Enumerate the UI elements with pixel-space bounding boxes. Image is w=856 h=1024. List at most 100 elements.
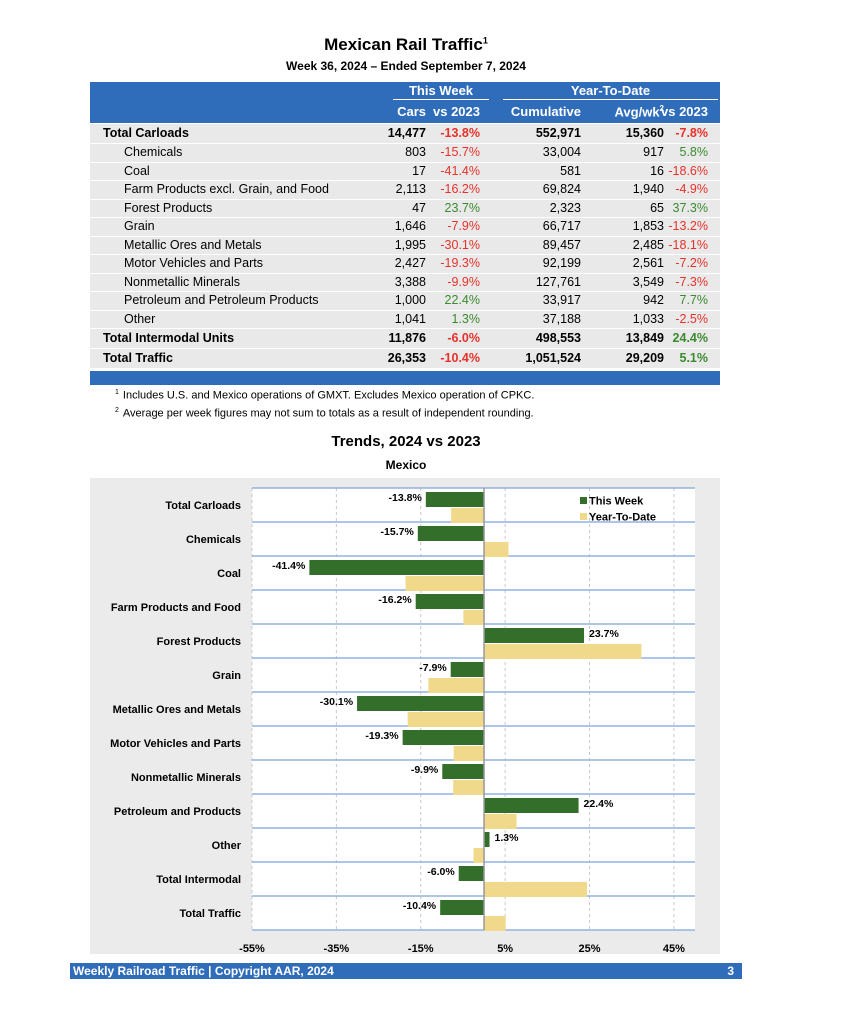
cell-ytd-vs2023: -7.8% (675, 126, 708, 140)
cell-cars: 1,000 (394, 293, 426, 307)
col-ytd-vs2023: vs 2023 (661, 104, 708, 119)
bar-this-week (440, 900, 485, 915)
category-label: Total Intermodal (156, 874, 241, 886)
table-row: Total Intermodal Units 11,876 -6.0% 498,553… (90, 328, 720, 348)
cell-avg-wk: 15,360 (625, 126, 664, 140)
table-body: Total Carloads 14,477 -13.8% 552,971 15,360-… (90, 123, 720, 368)
bar-this-week (450, 662, 485, 677)
cell-vs2023: -19.3% (440, 256, 480, 270)
cell-cars: 14,477 (387, 126, 426, 140)
cell-ytd-vs2023: -4.9% (675, 182, 708, 196)
cell-vs2023: -16.2% (440, 182, 480, 196)
category-label: Forest Products (157, 636, 241, 648)
row-label: Nonmetallic Minerals (124, 274, 241, 289)
x-tick-label: 25% (579, 943, 601, 954)
page-title: Mexican Rail Traffic1 (324, 35, 488, 54)
cell-cumulative: 92,199 (542, 256, 581, 270)
table-footer-bar (90, 371, 720, 385)
category-label: Grain (212, 670, 241, 682)
table-row: Other 1,041 1.3% 37,188 1,033 -2.5% (90, 309, 720, 328)
row-label: Metallic Ores and Metals (124, 237, 262, 252)
footnote-ref: 1 (482, 35, 488, 46)
bar-this-week (357, 696, 485, 711)
cell-cumulative: 127,761 (535, 274, 581, 289)
legend-label: This Week (589, 496, 644, 508)
x-tick-label: -35% (324, 943, 350, 954)
cell-vs2023: -9.9% (447, 274, 480, 289)
cell-cars: 3,388 (394, 274, 426, 289)
data-label: -6.0% (427, 866, 455, 878)
data-label: -41.4% (272, 560, 306, 572)
cell-avg-wk: 13,849 (625, 331, 664, 345)
cell-cumulative: 552,971 (535, 126, 581, 140)
table-header: This Week Year-To-Date Cars vs 2023 Cumu… (90, 82, 720, 123)
cell-cars: 17 (412, 163, 426, 178)
cell-ytd-vs2023: 37.3% (672, 200, 708, 215)
row-label: Other (124, 311, 156, 326)
cell-avg-wk: 1,940 (632, 182, 664, 196)
cell-vs2023: -7.9% (447, 219, 480, 233)
data-label: -16.2% (378, 594, 412, 606)
bar-this-week (402, 730, 485, 745)
bar-year-to-date (484, 916, 506, 931)
cell-cumulative: 2,323 (549, 200, 581, 215)
bar-year-to-date (405, 576, 485, 591)
group-ytd: Year-To-Date (503, 83, 718, 100)
data-label: -30.1% (320, 696, 354, 708)
bar-this-week (484, 798, 579, 813)
cell-ytd-vs2023: 5.1% (679, 351, 709, 365)
row-label: Total Intermodal Units (103, 331, 235, 345)
cell-cumulative: 66,717 (542, 219, 581, 233)
cell-ytd-vs2023: 24.4% (672, 331, 708, 345)
bar-this-week (458, 866, 485, 881)
cell-avg-wk: 3,549 (632, 274, 664, 289)
row-label: Forest Products (124, 200, 213, 215)
category-label: Motor Vehicles and Parts (110, 738, 241, 750)
data-label: -9.9% (411, 764, 439, 776)
row-label: Motor Vehicles and Parts (124, 256, 263, 270)
cell-ytd-vs2023: -2.5% (675, 311, 708, 326)
cell-ytd-vs2023: -18.1% (668, 237, 708, 252)
category-label: Coal (217, 568, 241, 580)
cell-ytd-vs2023: -18.6% (668, 163, 708, 178)
table-row: Grain 1,646 -7.9% 66,717 1,853 -13.2% (90, 217, 720, 236)
col-cars: Cars (397, 104, 426, 119)
bar-this-week (484, 628, 585, 643)
cell-cars: 1,995 (394, 237, 426, 252)
cell-cars: 1,041 (394, 311, 426, 326)
bar-this-week (417, 526, 485, 541)
legend-swatch-this-week (580, 497, 587, 504)
table-row: Total Carloads 14,477 -13.8% 552,971 15,360-… (90, 123, 720, 143)
page-footer: Weekly Railroad Traffic | Copyright AAR,… (70, 963, 742, 979)
col-vs2023: vs 2023 (433, 104, 480, 119)
category-label: Petroleum and Products (114, 806, 241, 818)
category-label: Metallic Ores and Metals (113, 704, 241, 716)
cell-cars: 1,646 (394, 219, 426, 233)
cell-ytd-vs2023: -13.2% (668, 219, 708, 233)
data-label: 23.7% (589, 628, 619, 640)
cell-cars: 11,876 (388, 331, 426, 345)
cell-avg-wk: 917 (643, 145, 664, 159)
bar-year-to-date (484, 814, 517, 829)
table-row: Chemicals 803 -15.7% 33,004 917 5.8% (90, 143, 720, 162)
data-label: -13.8% (389, 492, 423, 504)
footer-copyright: Weekly Railroad Traffic | Copyright AAR,… (73, 964, 334, 978)
x-tick-label: -55% (239, 943, 265, 954)
trends-chart: -55% -35% -15% 5% 25% 45% Total Carloads -13.8%… (90, 478, 720, 955)
cell-vs2023: -41.4% (440, 163, 480, 178)
col-avg-wk: Avg/wk2 (614, 104, 664, 120)
bar-year-to-date (451, 508, 485, 523)
cell-ytd-vs2023: -7.2% (675, 256, 708, 270)
col-cumulative: Cumulative (510, 104, 581, 119)
bar-year-to-date (473, 848, 485, 863)
chart-title: Trends, 2024 vs 2023 (331, 433, 481, 450)
cell-cars: 803 (405, 145, 426, 159)
cell-avg-wk: 29,209 (625, 351, 664, 365)
data-label: 1.3% (495, 832, 520, 844)
table-row: Farm Products excl. Grain, and Food 2,113… (90, 180, 720, 199)
cell-cumulative: 69,824 (542, 182, 581, 196)
cell-avg-wk: 65 (650, 200, 664, 215)
footnote-2: 2 Average per week figures may not sum to… (115, 407, 534, 420)
bar-year-to-date (484, 542, 509, 557)
table-row: Forest Products 47 23.7% 2,323 65 37.3% (90, 198, 720, 217)
